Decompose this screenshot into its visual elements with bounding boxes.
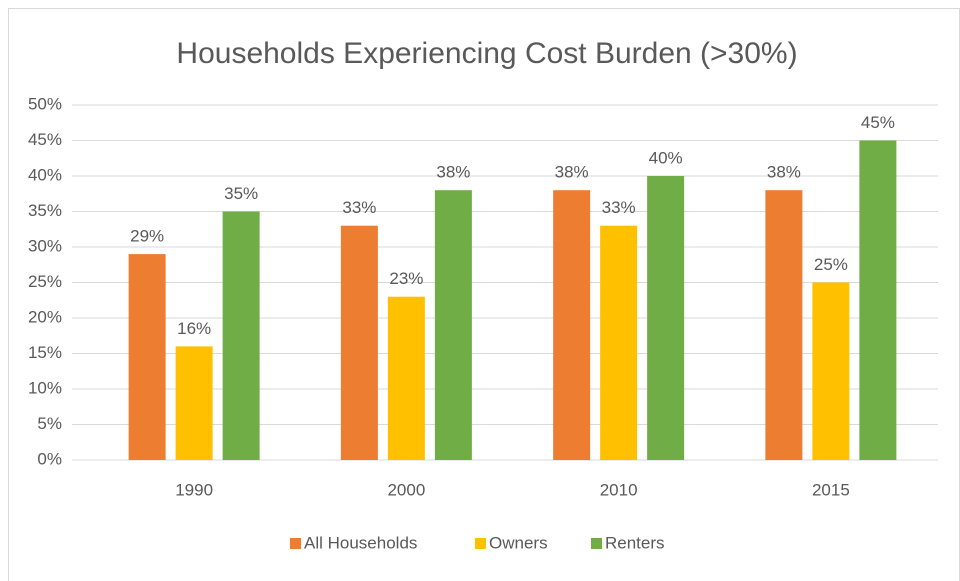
y-tick-label: 35%	[28, 201, 62, 220]
bar	[812, 282, 850, 460]
data-label: 38%	[555, 163, 589, 182]
data-label: 38%	[436, 163, 470, 182]
legend-label: Renters	[605, 533, 665, 552]
legend-swatch	[591, 538, 602, 549]
bar	[340, 225, 378, 460]
chart-title: Households Experiencing Cost Burden (>30…	[176, 37, 797, 70]
bar	[553, 190, 591, 460]
x-tick-label: 2015	[812, 480, 850, 499]
y-tick-label: 50%	[28, 94, 62, 113]
bar	[600, 225, 638, 460]
bar	[647, 176, 685, 460]
data-label: 35%	[224, 184, 258, 203]
legend-label: All Households	[304, 533, 417, 552]
y-tick-label: 15%	[28, 343, 62, 362]
y-tick-label: 20%	[28, 307, 62, 326]
y-tick-label: 25%	[28, 272, 62, 291]
bar	[434, 190, 472, 460]
bar	[387, 296, 425, 460]
bar	[765, 190, 803, 460]
data-label: 40%	[649, 148, 683, 167]
bar	[175, 346, 213, 460]
y-tick-label: 5%	[37, 414, 62, 433]
data-label: 29%	[130, 227, 164, 246]
x-tick-label: 1990	[175, 480, 213, 499]
data-label: 33%	[602, 198, 636, 217]
x-tick-label: 2000	[387, 480, 425, 499]
data-label: 33%	[342, 198, 376, 217]
data-label: 38%	[767, 163, 801, 182]
bar	[859, 140, 897, 460]
x-tick-label: 2010	[600, 480, 638, 499]
data-label: 16%	[177, 319, 211, 338]
y-tick-label: 30%	[28, 236, 62, 255]
legend-swatch	[475, 538, 486, 549]
bar	[222, 211, 260, 460]
y-tick-label: 40%	[28, 165, 62, 184]
legend-label: Owners	[489, 533, 548, 552]
y-tick-label: 0%	[37, 449, 62, 468]
data-label: 45%	[861, 113, 895, 132]
y-tick-label: 45%	[28, 130, 62, 149]
y-tick-label: 10%	[28, 378, 62, 397]
bar	[128, 254, 166, 460]
data-label: 25%	[814, 255, 848, 274]
legend-swatch	[290, 538, 301, 549]
data-label: 23%	[389, 269, 423, 288]
